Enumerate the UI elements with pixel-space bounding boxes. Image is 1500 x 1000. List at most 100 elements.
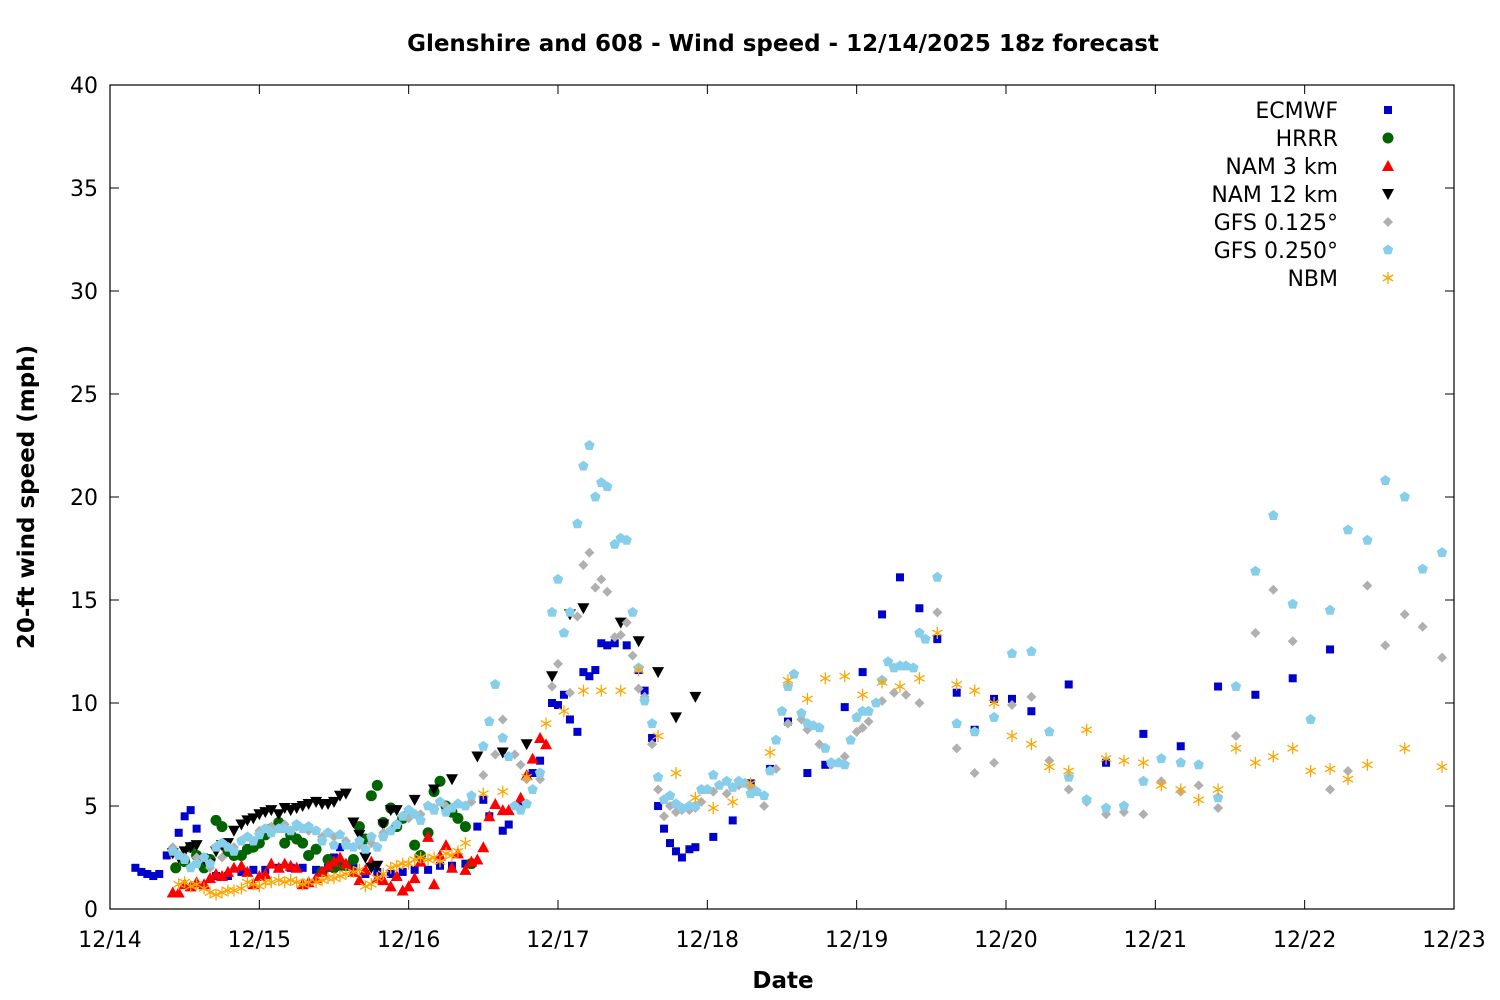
series-gfs-0-250-	[167, 440, 1448, 873]
data-point	[578, 460, 589, 471]
data-point	[198, 852, 210, 862]
data-point	[471, 751, 484, 763]
data-point	[339, 788, 352, 800]
data-point	[1362, 580, 1373, 591]
data-point	[664, 790, 676, 801]
data-point	[691, 843, 700, 852]
data-point	[590, 491, 601, 502]
legend-item: GFS 0.250°	[1214, 239, 1394, 264]
data-point	[377, 867, 389, 880]
data-point	[131, 863, 140, 872]
data-point	[162, 851, 171, 860]
data-point	[1249, 756, 1261, 769]
data-point	[1044, 755, 1055, 766]
data-point	[1006, 648, 1018, 658]
data-point	[602, 481, 613, 492]
data-point	[1026, 691, 1037, 702]
data-point	[216, 870, 228, 882]
y-tick-label: 25	[70, 383, 98, 408]
data-point	[685, 845, 694, 854]
data-point	[340, 867, 352, 880]
data-point	[572, 518, 583, 529]
data-point	[1064, 680, 1073, 689]
x-axis-label: Date	[752, 968, 813, 994]
data-point	[677, 853, 686, 862]
data-point	[858, 668, 867, 677]
y-tick-label: 40	[70, 74, 98, 99]
legend-item: GFS 0.125°	[1214, 211, 1393, 236]
data-point	[547, 681, 558, 692]
data-point	[1287, 742, 1299, 755]
y-tick-label: 10	[70, 692, 98, 717]
data-point	[1118, 754, 1130, 767]
data-point	[913, 672, 925, 685]
data-point	[477, 787, 489, 800]
y-tick-label: 0	[84, 898, 98, 923]
data-point	[1063, 784, 1074, 795]
data-point	[564, 606, 576, 617]
data-point	[839, 759, 850, 770]
data-point	[1139, 729, 1148, 738]
data-point	[845, 734, 856, 745]
data-point	[988, 711, 1000, 722]
legend-item: NBM	[1287, 267, 1394, 292]
data-point	[440, 839, 452, 851]
data-point	[515, 759, 526, 770]
series-ecmwf	[131, 573, 1335, 881]
data-point	[932, 571, 943, 582]
data-point	[652, 667, 665, 679]
data-point	[1324, 604, 1336, 615]
data-point	[503, 751, 514, 761]
data-point	[989, 757, 1000, 768]
x-tick-label: 12/23	[1422, 928, 1485, 953]
data-point	[373, 867, 382, 876]
data-point	[666, 839, 674, 848]
data-point	[951, 718, 962, 728]
data-point	[614, 617, 627, 629]
data-point	[328, 839, 340, 850]
data-point	[415, 814, 426, 825]
data-point	[347, 865, 359, 878]
legend-marker	[1382, 189, 1394, 200]
data-point	[353, 874, 366, 886]
data-point	[328, 872, 340, 885]
data-point	[931, 626, 943, 639]
data-point	[1193, 759, 1204, 770]
data-point	[1437, 652, 1448, 663]
data-point	[360, 843, 371, 854]
data-point	[241, 876, 253, 889]
data-point	[745, 777, 757, 790]
data-point	[1250, 627, 1261, 638]
data-point	[894, 680, 906, 693]
data-point	[328, 796, 340, 808]
data-point	[461, 859, 470, 868]
data-point	[347, 854, 359, 866]
legend-label: GFS 0.125°	[1214, 211, 1338, 236]
data-point	[408, 872, 421, 884]
data-point	[1399, 742, 1411, 755]
data-point	[553, 658, 563, 669]
x-tick-label: 12/18	[676, 928, 739, 953]
data-point	[1063, 764, 1075, 777]
data-point	[889, 687, 899, 698]
data-point	[559, 690, 568, 699]
data-point	[452, 798, 464, 809]
data-point	[265, 876, 277, 889]
data-point	[478, 740, 489, 751]
data-point	[689, 691, 702, 703]
data-point	[408, 794, 421, 806]
data-point	[302, 798, 315, 810]
data-point	[920, 633, 931, 644]
data-point	[572, 611, 583, 622]
data-point	[297, 837, 309, 849]
data-point	[221, 865, 234, 877]
data-point	[900, 689, 911, 700]
plot-area	[131, 440, 1448, 901]
x-tick-label: 12/19	[825, 928, 888, 953]
data-point	[496, 747, 509, 759]
data-point	[764, 765, 776, 776]
data-point	[721, 775, 732, 786]
data-point	[497, 714, 508, 725]
data-point	[591, 666, 600, 675]
data-point	[298, 863, 307, 872]
